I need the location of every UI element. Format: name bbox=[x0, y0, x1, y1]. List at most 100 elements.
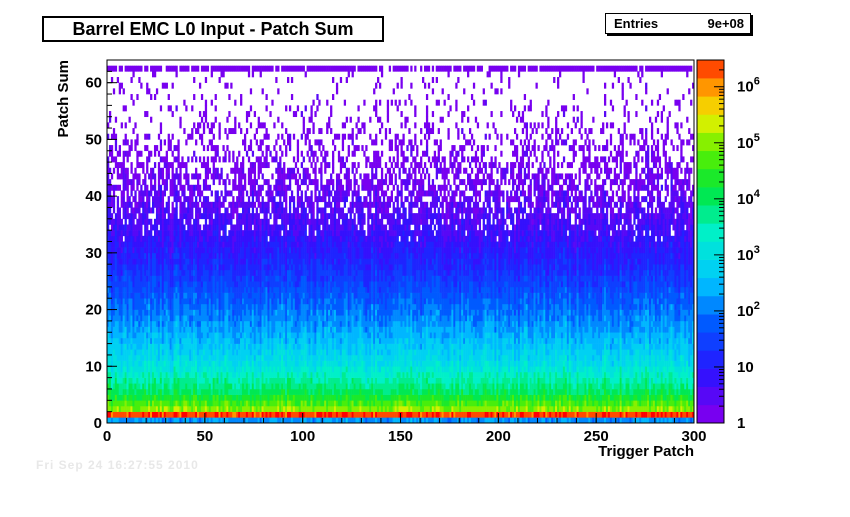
heatmap-cell bbox=[165, 411, 168, 418]
heatmap-cell bbox=[138, 377, 141, 384]
heatmap-cell bbox=[263, 292, 266, 299]
heatmap-cell bbox=[273, 383, 276, 390]
heatmap-cell bbox=[140, 303, 143, 310]
heatmap-cell bbox=[259, 286, 262, 293]
heatmap-cell bbox=[195, 264, 198, 271]
heatmap-cell bbox=[189, 400, 192, 407]
heatmap-cell bbox=[208, 320, 212, 327]
heatmap-cell bbox=[122, 400, 125, 407]
heatmap-cell bbox=[108, 343, 112, 350]
heatmap-cell bbox=[204, 405, 208, 412]
heatmap-cell bbox=[216, 360, 219, 367]
heatmap-cell bbox=[210, 400, 213, 407]
heatmap-cell bbox=[200, 65, 204, 72]
heatmap-cell bbox=[277, 281, 280, 288]
heatmap-cell bbox=[308, 377, 311, 384]
heatmap-cell bbox=[298, 349, 302, 356]
heatmap-cell bbox=[265, 405, 268, 412]
heatmap-cell bbox=[314, 417, 317, 424]
heatmap-cell bbox=[240, 360, 243, 367]
heatmap-cell bbox=[124, 286, 127, 293]
heatmap-cell bbox=[245, 320, 249, 327]
heatmap-cell bbox=[136, 371, 139, 378]
heatmap-cell bbox=[271, 281, 274, 288]
heatmap-cell bbox=[314, 173, 317, 180]
heatmap-cell bbox=[124, 394, 127, 401]
heatmap-cell bbox=[107, 252, 110, 259]
heatmap-cell bbox=[249, 252, 253, 259]
heatmap-cell bbox=[249, 235, 253, 242]
heatmap-cell bbox=[146, 230, 149, 237]
heatmap-cell bbox=[200, 303, 204, 310]
heatmap-cell bbox=[202, 405, 206, 412]
heatmap-cell bbox=[243, 292, 247, 299]
heatmap-cell bbox=[142, 252, 145, 259]
heatmap-cell bbox=[159, 371, 163, 378]
heatmap-cell bbox=[294, 218, 298, 225]
heatmap-cell bbox=[316, 371, 319, 378]
heatmap-cell bbox=[132, 128, 135, 135]
heatmap-cell bbox=[216, 343, 219, 350]
heatmap-cell bbox=[161, 156, 165, 163]
heatmap-cell bbox=[200, 332, 204, 339]
heatmap-cell bbox=[283, 332, 286, 339]
heatmap-cell bbox=[175, 388, 178, 395]
heatmap-cell bbox=[153, 230, 157, 237]
heatmap-cell bbox=[148, 400, 151, 407]
heatmap-cell bbox=[245, 264, 249, 271]
heatmap-cell bbox=[108, 241, 112, 248]
heatmap-cell bbox=[240, 405, 243, 412]
heatmap-cell bbox=[273, 366, 276, 373]
heatmap-cell bbox=[191, 173, 194, 180]
heatmap-cell bbox=[208, 230, 212, 237]
heatmap-cell bbox=[140, 354, 143, 361]
heatmap-cell bbox=[204, 264, 208, 271]
heatmap-cell bbox=[118, 286, 121, 293]
heatmap-cell bbox=[281, 400, 284, 407]
heatmap-cell bbox=[285, 258, 288, 265]
heatmap-cell bbox=[134, 315, 137, 322]
heatmap-cell bbox=[202, 417, 206, 424]
heatmap-cell bbox=[136, 139, 139, 146]
heatmap-cell bbox=[304, 315, 307, 322]
heatmap-cell bbox=[226, 360, 229, 367]
heatmap-cell bbox=[155, 196, 159, 203]
heatmap-cell bbox=[279, 190, 282, 197]
heatmap-cell bbox=[308, 201, 311, 208]
heatmap-cell bbox=[224, 303, 227, 310]
heatmap-cell bbox=[265, 207, 268, 214]
heatmap-cell bbox=[146, 281, 149, 288]
heatmap-cell bbox=[253, 388, 257, 395]
heatmap-cell bbox=[285, 315, 288, 322]
heatmap-cell bbox=[195, 65, 198, 72]
heatmap-cell bbox=[107, 179, 110, 186]
heatmap-cell bbox=[157, 405, 161, 412]
heatmap-cell bbox=[267, 145, 270, 152]
heatmap-cell bbox=[181, 303, 184, 310]
heatmap-cell bbox=[245, 207, 249, 214]
heatmap-cell bbox=[136, 332, 139, 339]
heatmap-cell bbox=[134, 65, 137, 72]
heatmap-cell bbox=[110, 332, 114, 339]
heatmap-cell bbox=[271, 173, 274, 180]
heatmap-cell bbox=[259, 190, 262, 197]
heatmap-cell bbox=[130, 354, 133, 361]
heatmap-cell bbox=[263, 281, 266, 288]
heatmap-cell bbox=[216, 150, 219, 157]
heatmap-cell bbox=[296, 65, 300, 72]
heatmap-cell bbox=[259, 292, 262, 299]
heatmap-cell bbox=[175, 354, 178, 361]
heatmap-cell bbox=[288, 167, 292, 174]
heatmap-cell bbox=[243, 213, 247, 220]
heatmap-cell bbox=[132, 320, 135, 327]
heatmap-cell bbox=[281, 201, 284, 208]
heatmap-cell bbox=[261, 411, 264, 418]
heatmap-cell bbox=[204, 201, 208, 208]
heatmap-cell bbox=[150, 224, 153, 231]
heatmap-cell bbox=[165, 326, 168, 333]
heatmap-cell bbox=[146, 292, 149, 299]
heatmap-cell bbox=[122, 303, 125, 310]
heatmap-cell bbox=[267, 400, 270, 407]
heatmap-cell bbox=[230, 366, 233, 373]
heatmap-cell bbox=[198, 405, 202, 412]
